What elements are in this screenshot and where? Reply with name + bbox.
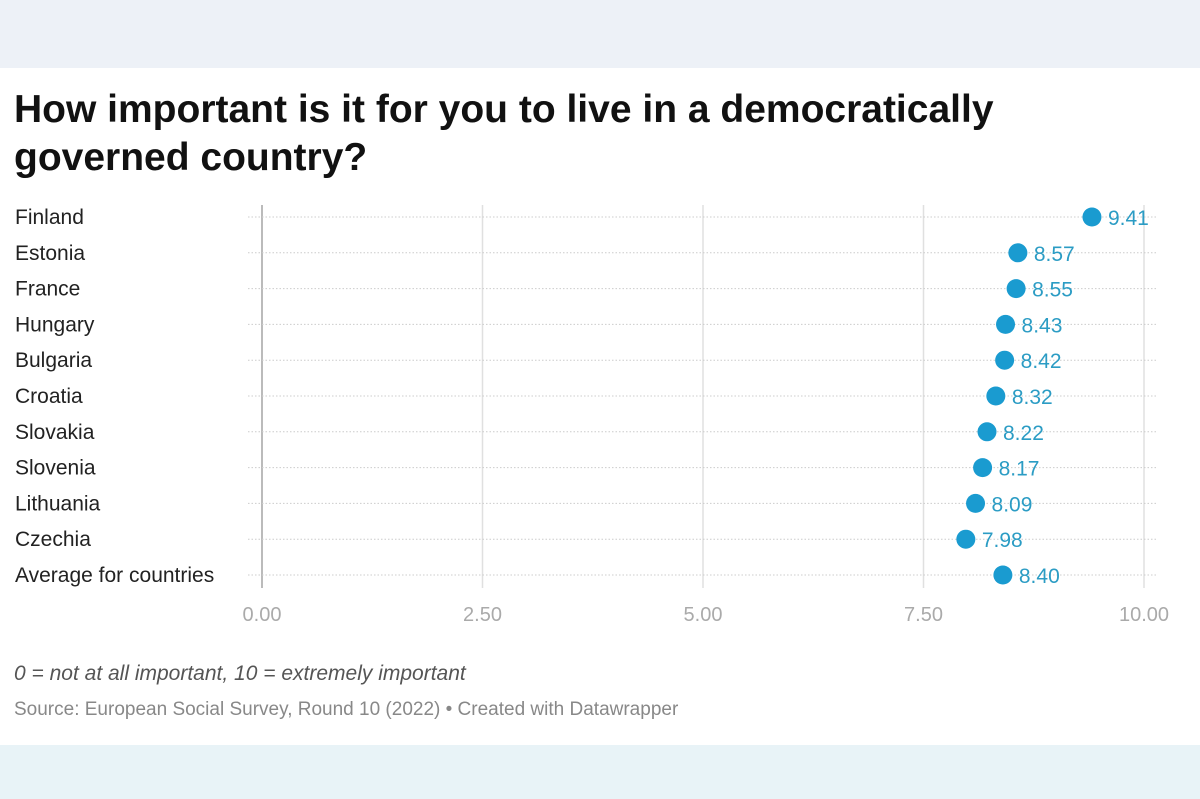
data-dot bbox=[993, 565, 1013, 585]
category-label: Slovakia bbox=[15, 421, 95, 444]
chart-note: 0 = not at all important, 10 = extremely… bbox=[14, 662, 466, 685]
x-tick-label: 2.50 bbox=[463, 604, 502, 626]
value-label: 8.40 bbox=[1019, 565, 1060, 588]
data-dot bbox=[986, 386, 1006, 406]
data-dot bbox=[1008, 243, 1028, 263]
value-label: 8.22 bbox=[1003, 422, 1044, 445]
chart-source: Source: European Social Survey, Round 10… bbox=[14, 699, 679, 720]
value-label: 8.17 bbox=[999, 458, 1040, 481]
value-label: 8.32 bbox=[1012, 386, 1053, 409]
category-label: Bulgaria bbox=[15, 349, 92, 372]
data-dot bbox=[995, 350, 1015, 370]
x-tick-label: 0.00 bbox=[243, 604, 282, 626]
category-label: Slovenia bbox=[15, 457, 96, 480]
category-label: Hungary bbox=[15, 313, 95, 336]
data-dot bbox=[1006, 279, 1026, 299]
category-label: Finland bbox=[15, 206, 84, 229]
data-dot bbox=[973, 458, 993, 478]
value-label: 7.98 bbox=[982, 529, 1023, 552]
x-tick-label: 10.00 bbox=[1119, 604, 1169, 626]
value-label: 8.43 bbox=[1022, 314, 1063, 337]
value-label: 8.42 bbox=[1021, 350, 1062, 373]
data-dot bbox=[956, 529, 976, 549]
x-tick-label: 7.50 bbox=[904, 604, 943, 626]
x-tick-label: 5.00 bbox=[684, 604, 723, 626]
top-band bbox=[0, 0, 1200, 68]
category-label: Average for countries bbox=[15, 564, 214, 587]
value-label: 8.09 bbox=[992, 493, 1033, 516]
chart-card bbox=[0, 68, 1200, 745]
value-label: 8.55 bbox=[1032, 279, 1073, 302]
category-label: Lithuania bbox=[15, 492, 101, 515]
data-dot bbox=[996, 314, 1016, 334]
data-dot bbox=[966, 493, 986, 513]
data-dot bbox=[977, 422, 997, 442]
category-label: Czechia bbox=[15, 528, 91, 551]
category-label: Estonia bbox=[15, 242, 85, 265]
value-label: 9.41 bbox=[1108, 207, 1149, 230]
value-label: 8.57 bbox=[1034, 243, 1075, 266]
category-label: France bbox=[15, 278, 80, 301]
data-dot bbox=[1082, 207, 1102, 227]
category-label: Croatia bbox=[15, 385, 83, 408]
chart-title: How important is it for you to live in a… bbox=[14, 88, 994, 179]
